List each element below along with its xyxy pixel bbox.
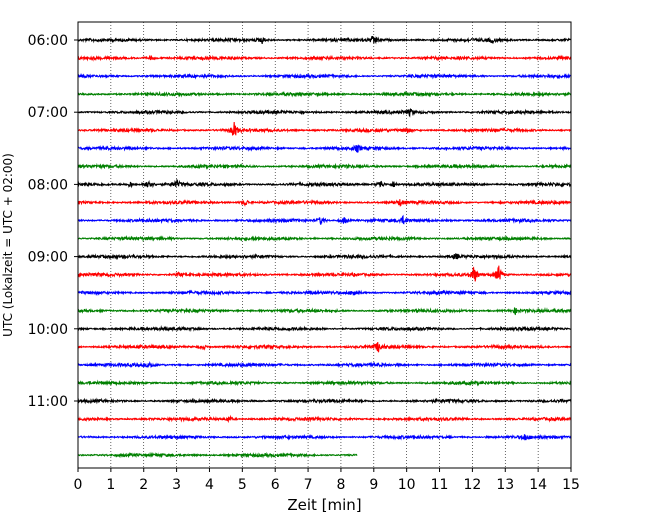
trace-line (77, 265, 572, 282)
x-tick-label: 4 (205, 477, 214, 493)
x-tick-label: 10 (398, 477, 416, 493)
x-tick-label: 14 (529, 477, 547, 493)
y-tick-label: 09:00 (28, 250, 68, 266)
trace-line (77, 433, 572, 441)
x-tick-label: 12 (463, 477, 481, 493)
trace-line (77, 234, 572, 243)
trace-line (77, 289, 572, 297)
trace-line (77, 107, 572, 118)
trace-line (77, 198, 572, 207)
y-tick-label: 06:00 (28, 33, 68, 49)
y-tick-label: 11:00 (28, 394, 68, 410)
x-axis-label: Zeit [min] (287, 496, 361, 514)
trace-line (77, 341, 572, 353)
x-axis: 0 1 2 3 4 5 6 7 8 9 10 11 12 13 14 15 (74, 468, 580, 493)
x-tick-label: 6 (271, 477, 280, 493)
trace-line (77, 36, 572, 45)
x-tick-label: 2 (139, 477, 148, 493)
x-tick-label: 7 (304, 477, 313, 493)
plot-frame (77, 21, 572, 469)
trace-line (77, 414, 572, 424)
y-tick-label: 07:00 (28, 105, 68, 121)
x-tick-label: 13 (496, 477, 514, 493)
y-tick-label: 08:00 (28, 177, 68, 193)
trace-line (77, 325, 572, 333)
x-tick-label: 11 (431, 477, 449, 493)
trace-line (77, 214, 572, 225)
trace-line (77, 122, 572, 136)
y-axis: 06:00 07:00 08:00 09:00 10:00 11:00 (28, 33, 78, 410)
x-tick-label: 5 (238, 477, 247, 493)
trace-line (77, 397, 572, 405)
trace-line (77, 90, 572, 98)
trace-line (77, 162, 572, 170)
trace-line (77, 178, 572, 189)
trace-line (77, 307, 572, 316)
x-tick-label: 8 (336, 477, 345, 493)
trace-line (77, 379, 572, 387)
x-tick-label: 1 (106, 477, 115, 493)
trace-line (77, 253, 572, 261)
trace-line (77, 72, 572, 80)
x-tick-label: 3 (172, 477, 181, 493)
y-tick-label: 10:00 (28, 322, 68, 338)
trace-line (77, 451, 358, 459)
grid-lines (110, 22, 539, 468)
seismic-traces (77, 36, 572, 459)
y-axis-label: UTC (Lokalzeit = UTC + 02:00) (1, 153, 15, 337)
x-tick-label: 15 (562, 477, 580, 493)
trace-line (77, 54, 572, 62)
x-tick-label: 0 (74, 477, 83, 493)
trace-line (77, 143, 572, 153)
x-tick-label: 9 (369, 477, 378, 493)
trace-line (77, 361, 572, 369)
